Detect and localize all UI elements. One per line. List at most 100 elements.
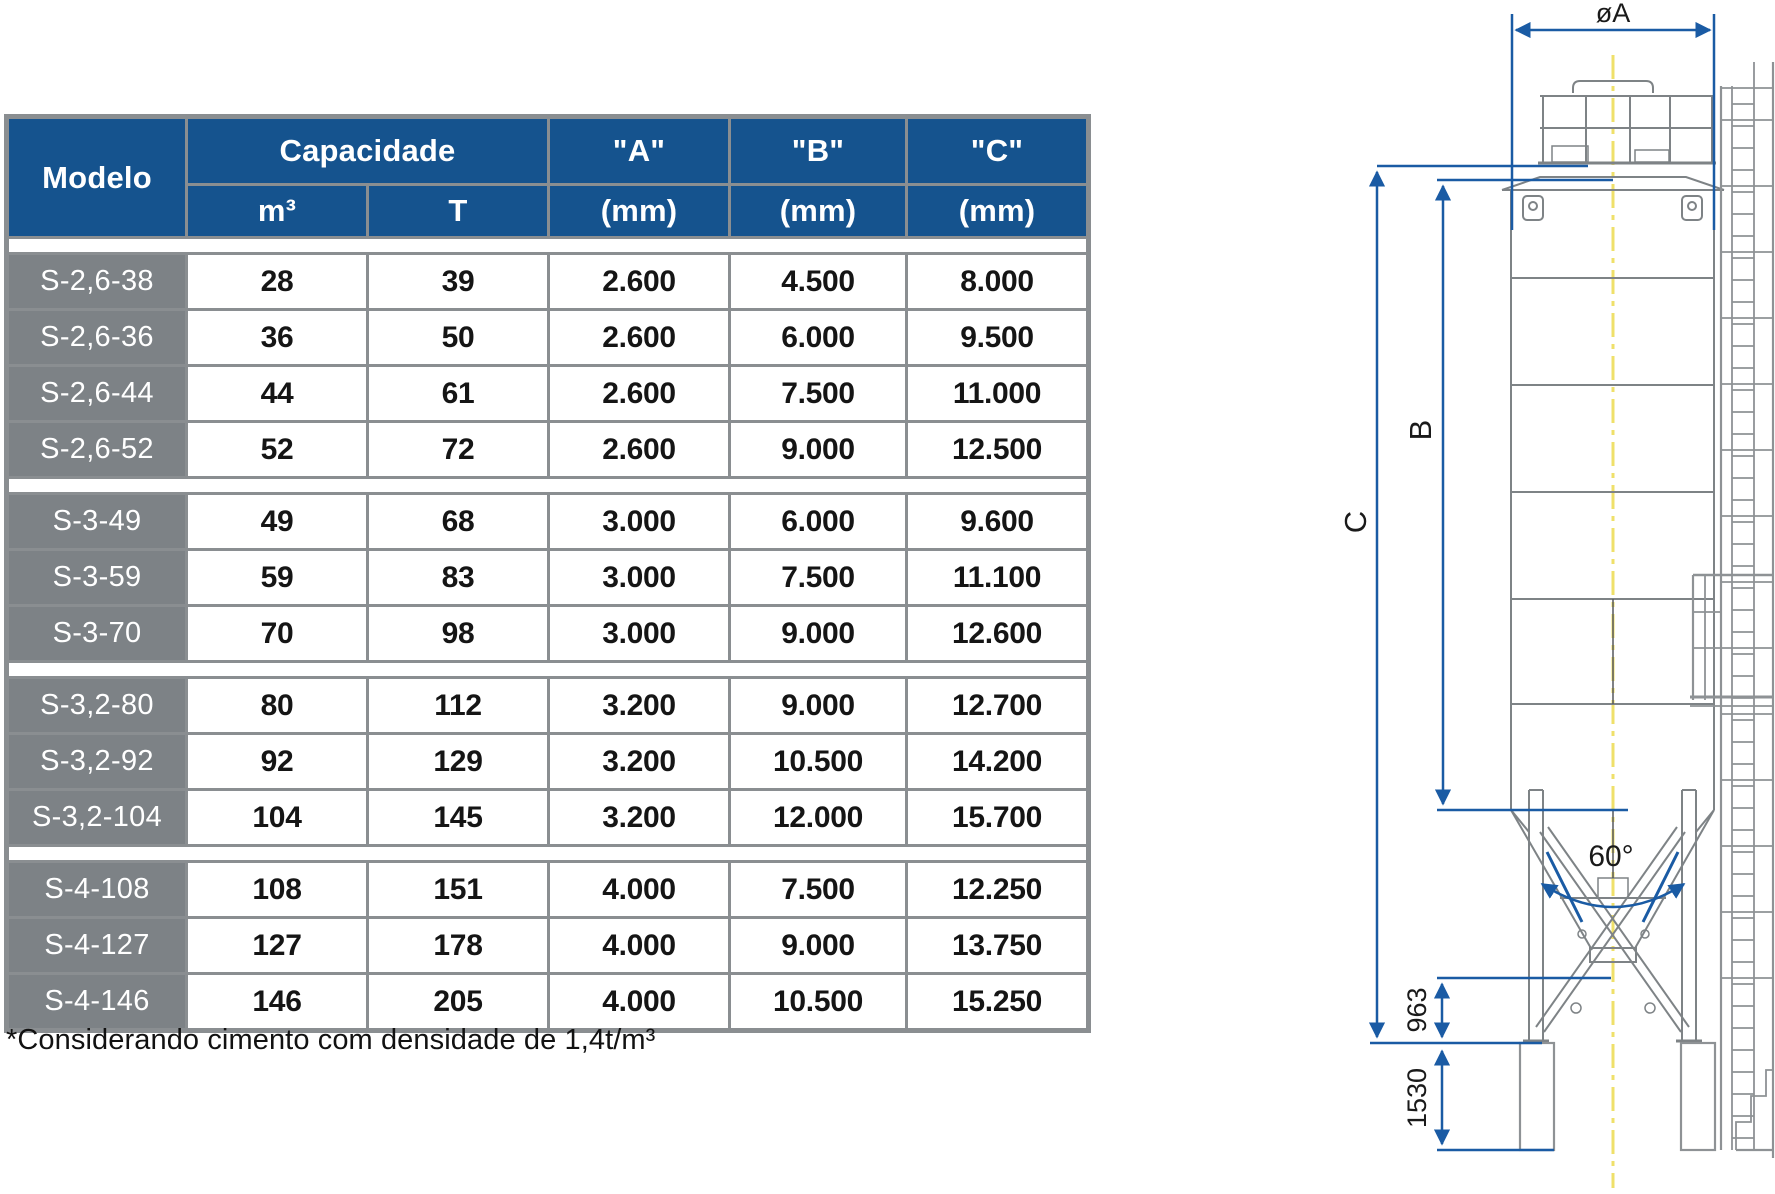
silo-technical-drawing: øA C B 963 1530 <box>1338 0 1775 1188</box>
legs-and-braces <box>1510 789 1715 1043</box>
header-c-mm: (mm) <box>908 186 1086 236</box>
model-cell: S-4-127 <box>9 919 185 972</box>
value-cell-b: 6.000 <box>731 495 905 548</box>
value-cell-m3: 70 <box>188 607 366 660</box>
value-cell-a: 3.000 <box>550 607 728 660</box>
value-cell-a: 2.600 <box>550 423 728 476</box>
value-cell-c: 14.200 <box>908 735 1086 788</box>
value-cell-a: 4.000 <box>550 863 728 916</box>
label-diameter-a: øA <box>1596 0 1631 28</box>
value-cell-m3: 52 <box>188 423 366 476</box>
value-cell-c: 11.100 <box>908 551 1086 604</box>
dimension-diameter-a: øA <box>1510 0 1716 230</box>
model-cell: S-3-59 <box>9 551 185 604</box>
table-group: S-3,2-80 80 112 3.200 9.000 12.700 S-3,2-92 92 1… <box>9 679 1086 844</box>
value-cell-c: 8.000 <box>908 255 1086 308</box>
header-m3: m³ <box>188 186 366 236</box>
value-cell-c: 12.500 <box>908 423 1086 476</box>
label-height-b: B <box>1403 420 1438 441</box>
value-cell-c: 12.250 <box>908 863 1086 916</box>
dimension-b: B <box>1403 178 1628 812</box>
value-cell-a: 3.000 <box>550 551 728 604</box>
value-cell-b: 10.500 <box>731 975 905 1028</box>
value-cell-a: 4.000 <box>550 975 728 1028</box>
table-group: S-4-108 108 151 4.000 7.500 12.250 S-4-127 127 1… <box>9 863 1086 1028</box>
model-cell: S-3-49 <box>9 495 185 548</box>
value-cell-t: 112 <box>369 679 547 732</box>
value-cell-t: 61 <box>369 367 547 420</box>
model-cell: S-4-108 <box>9 863 185 916</box>
density-footnote: *Considerando cimento com densidade de 1… <box>6 1024 656 1056</box>
value-cell-t: 98 <box>369 607 547 660</box>
dimension-1530: 1530 <box>1402 1049 1554 1152</box>
value-cell-t: 72 <box>369 423 547 476</box>
value-cell-a: 3.000 <box>550 495 728 548</box>
ladder-landing <box>1690 573 1774 707</box>
silo-spec-table: Modelo Capacidade "A" "B" "C" m³ T (mm) … <box>4 114 1091 1033</box>
value-cell-m3: 92 <box>188 735 366 788</box>
angle-annotation: 60° <box>1540 840 1686 923</box>
value-cell-a: 3.200 <box>550 735 728 788</box>
value-cell-m3: 36 <box>188 311 366 364</box>
table-header: Modelo Capacidade "A" "B" "C" m³ T (mm) … <box>9 119 1086 236</box>
value-cell-b: 9.000 <box>731 423 905 476</box>
value-cell-c: 12.700 <box>908 679 1086 732</box>
value-cell-a: 2.600 <box>550 255 728 308</box>
value-cell-a: 3.200 <box>550 791 728 844</box>
value-cell-b: 9.000 <box>731 607 905 660</box>
value-cell-m3: 49 <box>188 495 366 548</box>
header-modelo: Modelo <box>9 119 185 236</box>
label-1530: 1530 <box>1402 1068 1432 1128</box>
group-separator <box>9 663 1086 676</box>
bottom-stair <box>1735 1069 1774 1152</box>
value-cell-a: 2.600 <box>550 311 728 364</box>
value-cell-b: 7.500 <box>731 551 905 604</box>
header-a: "A" <box>550 119 728 183</box>
dimension-963: 963 <box>1402 976 1611 1039</box>
value-cell-t: 145 <box>369 791 547 844</box>
value-cell-c: 9.500 <box>908 311 1086 364</box>
label-height-c: C <box>1338 511 1373 533</box>
value-cell-a: 3.200 <box>550 679 728 732</box>
header-a-mm: (mm) <box>550 186 728 236</box>
top-platform <box>1538 80 1716 165</box>
header-b-mm: (mm) <box>731 186 905 236</box>
foundations <box>1518 1041 1717 1152</box>
value-cell-t: 151 <box>369 863 547 916</box>
value-cell-m3: 146 <box>188 975 366 1028</box>
value-cell-m3: 28 <box>188 255 366 308</box>
table-body: S-2,6-38 28 39 2.600 4.500 8.000 S-2,6-36 36 50 2… <box>9 239 1086 1028</box>
value-cell-c: 15.700 <box>908 791 1086 844</box>
header-b: "B" <box>731 119 905 183</box>
model-cell: S-3,2-80 <box>9 679 185 732</box>
value-cell-b: 6.000 <box>731 311 905 364</box>
group-separator <box>9 847 1086 860</box>
header-t: T <box>369 186 547 236</box>
model-cell: S-2,6-38 <box>9 255 185 308</box>
value-cell-t: 129 <box>369 735 547 788</box>
model-cell: S-2,6-36 <box>9 311 185 364</box>
value-cell-t: 50 <box>369 311 547 364</box>
model-cell: S-3,2-104 <box>9 791 185 844</box>
label-963: 963 <box>1402 987 1432 1032</box>
value-cell-m3: 80 <box>188 679 366 732</box>
group-separator <box>9 479 1086 492</box>
model-cell: S-3-70 <box>9 607 185 660</box>
value-cell-b: 7.500 <box>731 863 905 916</box>
value-cell-t: 178 <box>369 919 547 972</box>
value-cell-b: 10.500 <box>731 735 905 788</box>
value-cell-a: 4.000 <box>550 919 728 972</box>
value-cell-m3: 104 <box>188 791 366 844</box>
value-cell-m3: 44 <box>188 367 366 420</box>
header-capacidade: Capacidade <box>188 119 547 183</box>
value-cell-t: 205 <box>369 975 547 1028</box>
value-cell-a: 2.600 <box>550 367 728 420</box>
value-cell-t: 68 <box>369 495 547 548</box>
value-cell-m3: 59 <box>188 551 366 604</box>
value-cell-b: 9.000 <box>731 919 905 972</box>
value-cell-c: 9.600 <box>908 495 1086 548</box>
value-cell-b: 12.000 <box>731 791 905 844</box>
value-cell-t: 39 <box>369 255 547 308</box>
value-cell-c: 12.600 <box>908 607 1086 660</box>
